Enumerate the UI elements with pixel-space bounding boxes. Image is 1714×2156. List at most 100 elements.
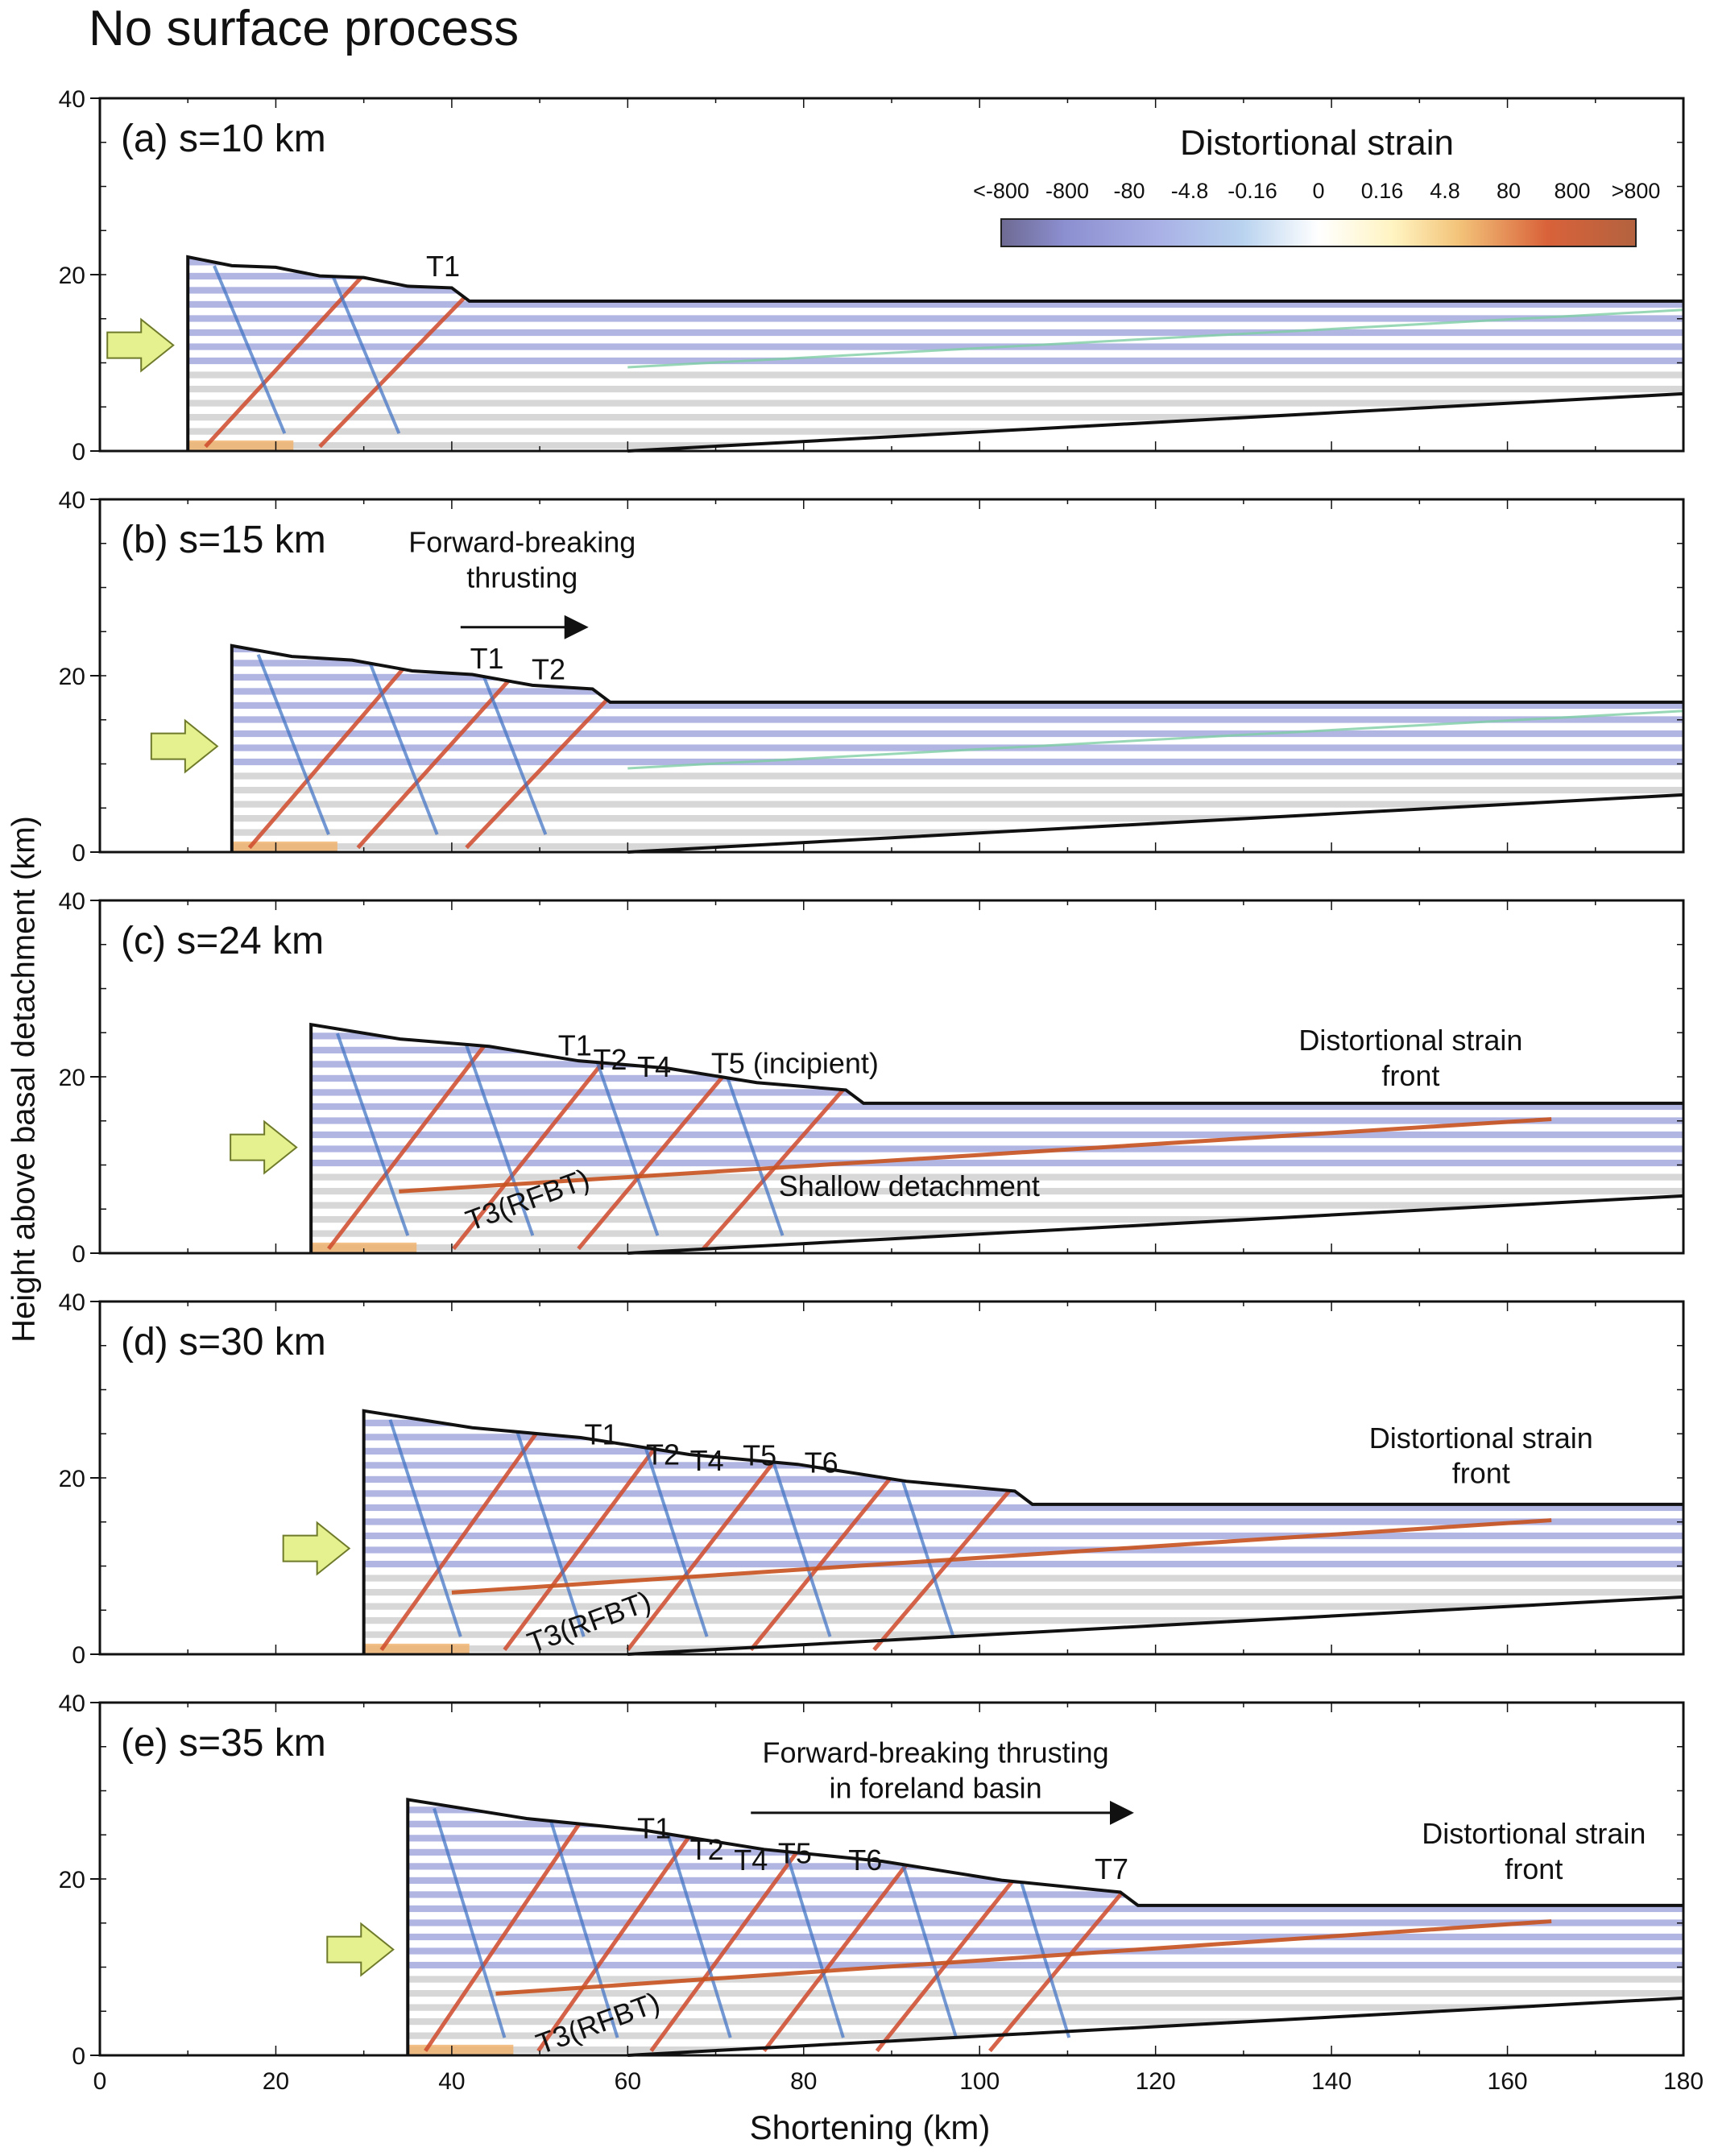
x-tick-label: 140	[1311, 2068, 1352, 2095]
annotation-label: Distortional strain	[1298, 1024, 1522, 1057]
panels-layer: 0 20 40 (a) s=10 km T1 0 20 40 (b) s=15 km Forwar…	[59, 86, 1704, 2095]
push-arrow-icon	[326, 1922, 395, 1977]
thrust-band	[356, 670, 518, 850]
colorbar-tick-label: <-800	[973, 179, 1029, 203]
thrust-band	[702, 1067, 863, 1251]
colorbar-tick-label: 4.8	[1430, 179, 1460, 203]
annotation-label: T5	[778, 1836, 812, 1869]
x-tick-label: 100	[959, 2068, 1000, 2095]
thrust-band	[452, 1049, 614, 1251]
y-axis-label: Height above basal detachment (km)	[6, 816, 42, 1343]
surface-profile	[406, 1798, 1683, 2055]
annotation-label: T1	[470, 642, 504, 675]
annotation-label: Distortional strain	[1422, 1817, 1646, 1850]
colorbar-title: Distortional strain	[1180, 123, 1454, 163]
thrust-band	[749, 1453, 911, 1652]
thrust-band	[536, 1824, 698, 2052]
panel-c: 0 20 40 (c) s=24 km T1 T2 T4 T5 (incipient) Dist…	[59, 888, 1685, 1268]
annotation-label: T1	[426, 250, 460, 283]
thrust-band	[875, 1851, 1037, 2053]
wedge-body	[311, 1024, 1684, 1253]
annotation-label: T6	[848, 1844, 882, 1877]
annotation-label: T1	[637, 1812, 671, 1845]
colorbar-tick-label: 0	[1312, 179, 1324, 203]
thrust-band	[318, 282, 480, 449]
backthrust-band	[365, 653, 439, 835]
thrust-band	[326, 1041, 489, 1251]
panel-label: (b) s=15 km	[121, 519, 326, 561]
y-tick-label: 20	[59, 1867, 85, 1893]
x-tick-label: 20	[263, 2068, 289, 2095]
backthrust-band	[433, 1807, 507, 2038]
x-tick-label: 120	[1136, 2068, 1176, 2095]
surface-profile	[186, 254, 1683, 451]
figure-title: No surface process	[89, 1, 520, 56]
panel-label: (a) s=10 km	[121, 118, 326, 160]
panel-label: (c) s=24 km	[121, 920, 324, 962]
colorbar: Distortional strain <-800 -800 -80 -4.8 -0.1…	[973, 123, 1660, 247]
backthrust-band	[461, 1032, 535, 1236]
annotation-label: Forward-breaking thrusting	[763, 1736, 1109, 1769]
annotation-label: T4	[734, 1844, 768, 1877]
y-tick-label: 20	[59, 263, 85, 289]
thrust-band	[379, 1427, 542, 1651]
backthrust-band	[327, 265, 401, 434]
backthrust-band	[511, 1419, 586, 1637]
annotation-label: T2	[646, 1438, 680, 1471]
backthrust-band	[256, 653, 330, 835]
annotation-label: front	[1505, 1852, 1563, 1885]
annotation-label: Distortional strain	[1369, 1421, 1593, 1455]
annotation-label: T4	[637, 1050, 671, 1083]
push-arrow-icon	[150, 718, 219, 774]
thrust-band	[649, 1833, 812, 2053]
annotation-label: front	[1381, 1059, 1439, 1092]
shallow-detachment	[399, 1117, 1552, 1194]
panel-e: 0 20 40 (e) s=35 km Forward-breaking thrusti…	[59, 1690, 1704, 2095]
backthrust-band	[474, 653, 548, 835]
panel-b: 0 20 40 (b) s=15 km Forward-breakingthrustin…	[59, 487, 1685, 867]
annotation-label: thrusting	[466, 561, 578, 594]
push-arrow-icon	[106, 317, 175, 373]
x-tick-label: 160	[1488, 2068, 1528, 2095]
push-arrow-icon	[230, 1119, 298, 1175]
annotation-label: T1	[585, 1417, 619, 1450]
annotation-label: T5	[743, 1439, 776, 1472]
y-tick-label: 0	[72, 840, 85, 867]
annotation-label: T2	[593, 1043, 627, 1076]
colorbar-tick-label: -4.8	[1171, 179, 1209, 203]
annotation-label: T4	[690, 1444, 724, 1477]
thrust-band	[872, 1462, 1034, 1652]
backthrust-band	[586, 1032, 660, 1236]
surface-profile	[362, 1409, 1683, 1654]
push-arrow-icon	[282, 1521, 351, 1576]
annotation-label: Forward-breaking	[408, 526, 636, 559]
panel-label: (e) s=35 km	[121, 1722, 326, 1765]
colorbar-tick-label: 800	[1554, 179, 1590, 203]
thrust-band	[465, 679, 627, 850]
wedge-body	[231, 645, 1683, 852]
y-tick-label: 0	[72, 2043, 85, 2070]
backthrust-band	[545, 1807, 619, 2038]
annotation-label: T1	[558, 1029, 592, 1062]
annotation-label: T2	[532, 652, 565, 685]
annotation-label: in foreland basin	[830, 1771, 1042, 1804]
x-tick-label: 180	[1663, 2068, 1704, 2095]
thrust-band	[503, 1436, 665, 1652]
colorbar-tick-label: >800	[1612, 179, 1661, 203]
y-tick-label: 40	[59, 1289, 85, 1316]
backthrust-band	[635, 1419, 709, 1637]
annotation-label: front	[1452, 1457, 1510, 1490]
shallow-detachment	[451, 1518, 1552, 1595]
annotation-label: T6	[805, 1446, 838, 1479]
thrust-band	[626, 1445, 788, 1652]
annotation-label: T7	[1095, 1852, 1128, 1885]
x-tick-label: 60	[615, 2068, 641, 2095]
colorbar-tick-label: 80	[1497, 179, 1521, 203]
x-tick-label: 0	[93, 2068, 107, 2095]
colorbar-tick-label: -0.16	[1228, 179, 1277, 203]
colorbar-tick-label: 0.16	[1361, 179, 1404, 203]
colorbar-tick-labels: <-800 -800 -80 -4.8 -0.16 0 0.16 4.8 80 800 >800	[973, 179, 1660, 203]
thrust-band	[762, 1842, 925, 2053]
thrust-band	[424, 1815, 586, 2052]
